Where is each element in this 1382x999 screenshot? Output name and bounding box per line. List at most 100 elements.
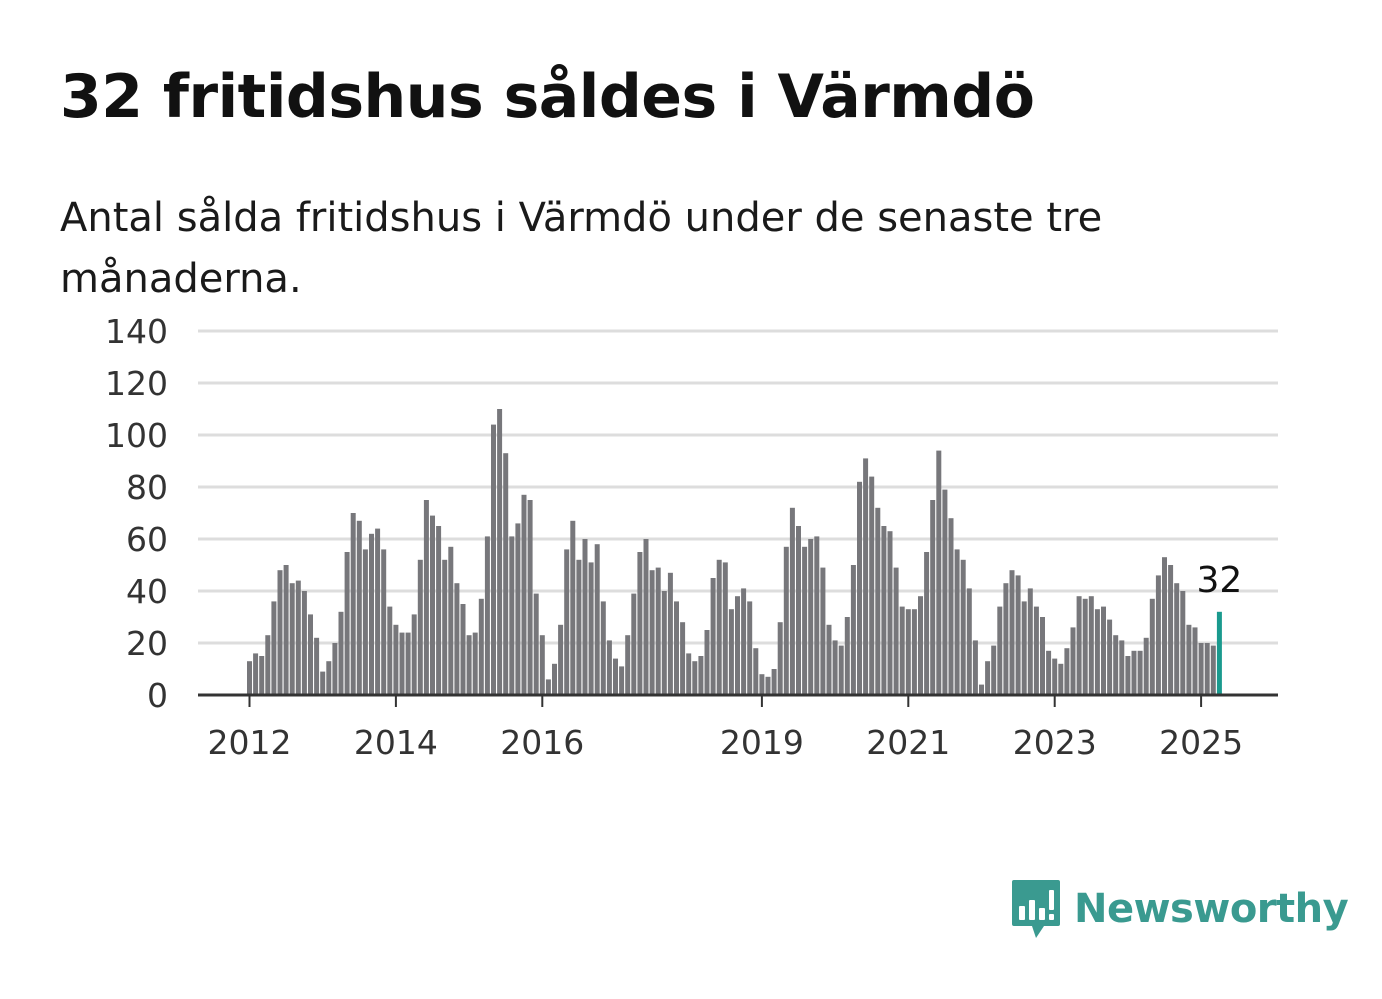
- bar: [631, 593, 637, 695]
- bar: [259, 656, 265, 695]
- bar: [924, 552, 930, 695]
- bar: [753, 648, 759, 695]
- bar: [887, 531, 893, 695]
- bar: [582, 539, 588, 695]
- bar: [301, 591, 307, 695]
- newsworthy-logo: Newsworthy: [1010, 878, 1349, 940]
- x-axis: 2012 2014 2016 2019 2021 2023 2025: [208, 695, 1243, 762]
- bar: [1186, 624, 1192, 695]
- bar: [643, 539, 649, 695]
- bar: [326, 661, 332, 695]
- bar: [478, 598, 484, 695]
- bar: [1009, 570, 1015, 695]
- bar: [1021, 601, 1027, 695]
- bar: [570, 520, 576, 695]
- bar: [710, 578, 716, 695]
- bar: [759, 674, 765, 695]
- bar: [905, 609, 911, 695]
- bar: [680, 622, 686, 695]
- bar: [899, 606, 905, 695]
- bar: [393, 624, 399, 695]
- bar: [1101, 606, 1106, 695]
- bar: [362, 549, 368, 695]
- bar: [332, 643, 338, 695]
- bar: [491, 424, 496, 695]
- bar: [515, 523, 521, 695]
- bar: [564, 549, 570, 695]
- highlighted-bar: [1216, 611, 1222, 695]
- bar: [253, 653, 259, 695]
- bar: [344, 552, 350, 695]
- bar: [472, 632, 478, 695]
- x-tick-label: 2021: [866, 723, 950, 762]
- bar: [405, 632, 411, 695]
- bar: [1180, 591, 1186, 695]
- bar: [692, 661, 698, 695]
- bar: [606, 640, 612, 695]
- bar: [911, 609, 917, 695]
- bar: [826, 624, 832, 695]
- bar: [722, 562, 728, 695]
- x-tick-label: 2012: [208, 723, 292, 762]
- bar: [1168, 565, 1174, 695]
- bar: [527, 500, 533, 695]
- bar: [960, 559, 966, 695]
- bar: [771, 669, 777, 695]
- bar: [576, 559, 582, 695]
- bar: [454, 583, 460, 695]
- bar: [448, 546, 454, 695]
- bar: [875, 507, 881, 695]
- bar: [832, 640, 838, 695]
- bar: [466, 635, 472, 695]
- bar: [484, 536, 490, 695]
- bar: [588, 562, 594, 695]
- bar: [552, 663, 557, 695]
- bar: [1155, 575, 1161, 695]
- bar: [1033, 606, 1039, 695]
- bar: [1107, 619, 1113, 695]
- bar: [820, 567, 826, 695]
- chart-subtitle: Antal sålda fritidshus i Värmdö under de…: [60, 195, 1103, 302]
- bar: [997, 606, 1003, 695]
- bar: [972, 640, 978, 695]
- bar: [667, 572, 673, 695]
- bar: [942, 489, 948, 695]
- bar: [985, 661, 991, 695]
- bar: [844, 617, 850, 695]
- bar: [1131, 650, 1137, 695]
- bar: [308, 614, 313, 695]
- bar: [387, 606, 393, 695]
- bar: [375, 528, 381, 695]
- bar: [747, 601, 753, 695]
- bar: [369, 533, 374, 695]
- bar: [948, 518, 954, 695]
- bar: [716, 559, 722, 695]
- bar: [857, 481, 862, 695]
- bar: [1027, 588, 1033, 695]
- bar: [356, 520, 362, 695]
- bar: [436, 526, 442, 695]
- x-tick-label: 2019: [720, 723, 804, 762]
- bar: [1076, 596, 1082, 695]
- bar: [1149, 598, 1155, 695]
- bar: [1058, 663, 1064, 695]
- bar: [649, 570, 655, 695]
- bar: [338, 611, 344, 695]
- y-tick-label: 80: [126, 468, 168, 507]
- bar: [460, 604, 466, 695]
- bar: [558, 624, 564, 695]
- bar: [869, 476, 875, 695]
- y-tick-label: 100: [105, 416, 168, 455]
- bar: [1210, 645, 1216, 695]
- bar: [1162, 557, 1167, 695]
- bar: [417, 559, 423, 695]
- y-tick-label: 20: [126, 624, 168, 663]
- bar: [442, 559, 448, 695]
- bar: [930, 500, 936, 695]
- bar: [411, 614, 417, 695]
- bar: [1204, 643, 1210, 695]
- bar: [619, 666, 625, 695]
- bar: [399, 632, 405, 695]
- bar: [1119, 640, 1125, 695]
- bar: [783, 546, 789, 695]
